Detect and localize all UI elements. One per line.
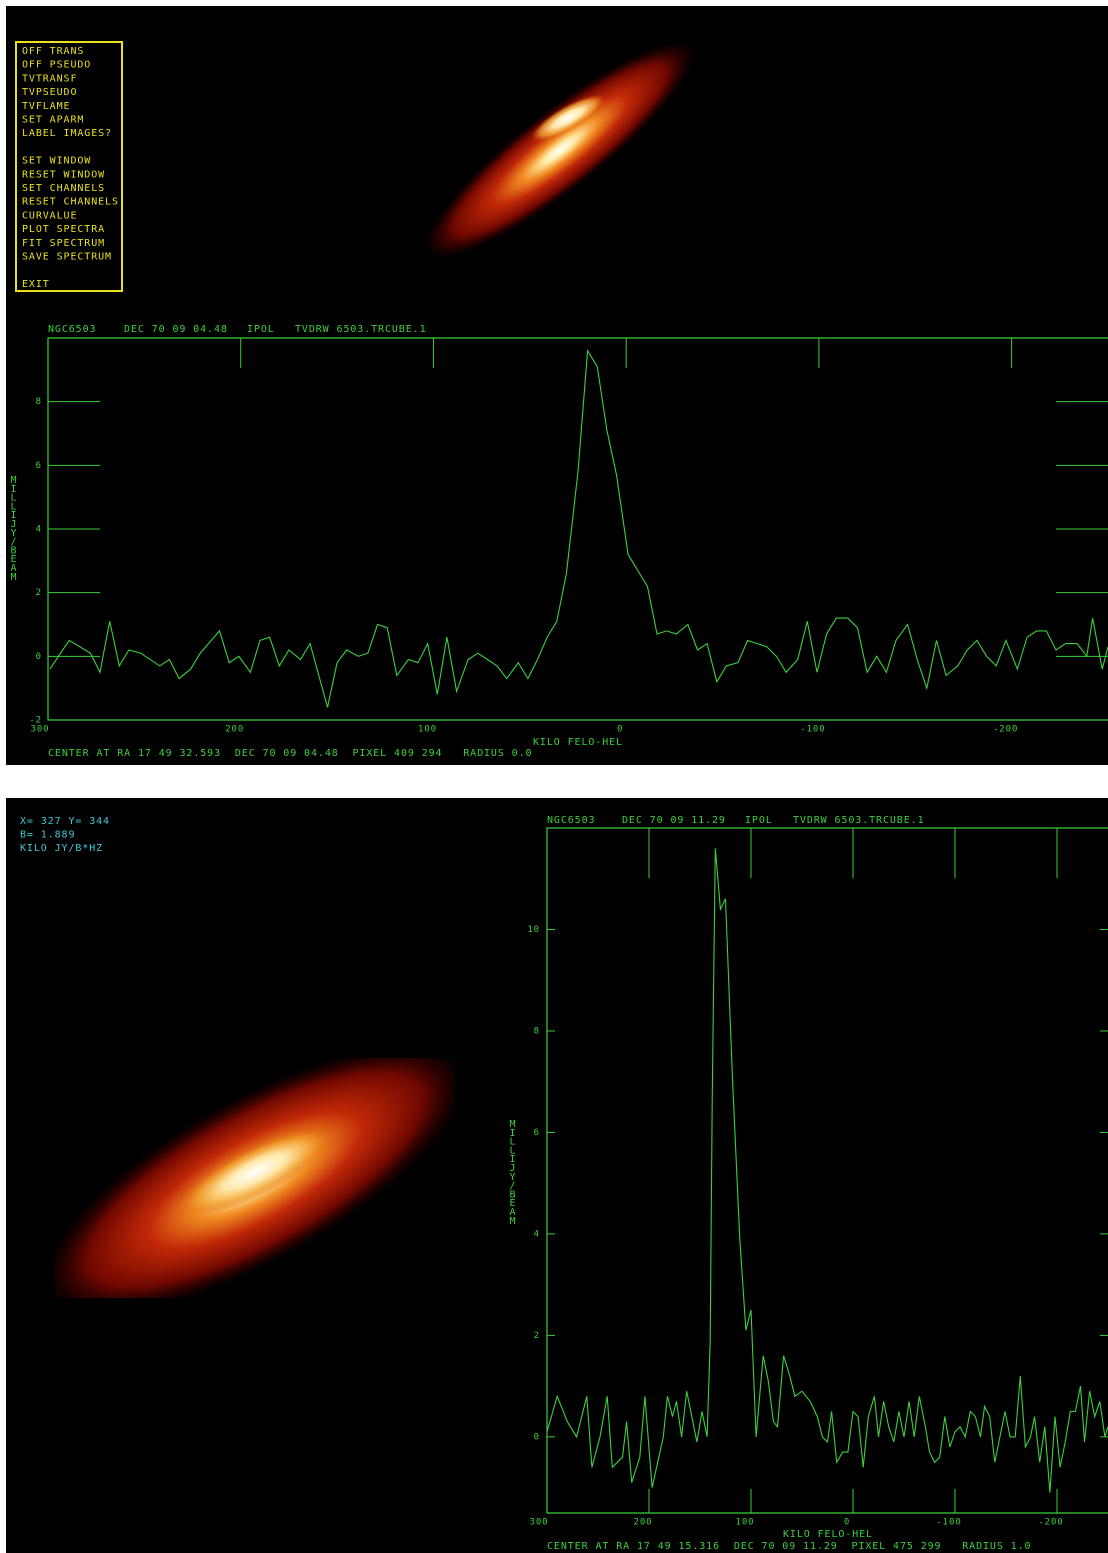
menu-item[interactable]: SET CHANNELS xyxy=(22,183,105,194)
y-tick-label: 4 xyxy=(36,525,42,535)
y-tick-label: 8 xyxy=(36,397,42,407)
x-tick-label: -200 xyxy=(993,725,1018,735)
x-tick-label: 200 xyxy=(225,725,244,735)
menu-item[interactable]: OFF TRANS xyxy=(22,46,84,57)
y-tick-label: 6 xyxy=(36,461,42,471)
cursor-readout: KILO JY/B*HZ xyxy=(20,843,103,854)
spectrum-line xyxy=(546,848,1108,1493)
y-tick-label: 0 xyxy=(534,1432,540,1442)
menu-box xyxy=(15,41,123,292)
plot-header: IPOL xyxy=(745,815,773,826)
plots: NGC6503 DEC 70 09 04.48 IPOL TVDRW 6503.TRC… xyxy=(11,324,1108,1552)
y-tick-label: 2 xyxy=(534,1331,540,1341)
plot-footer: CENTER AT RA 17 49 32.593 DEC 70 09 04.4… xyxy=(48,748,532,759)
plot-footer: CENTER AT RA 17 49 15.316 DEC 70 09 11.2… xyxy=(547,1541,1031,1552)
galaxy-image xyxy=(423,40,697,260)
x-tick-label: 300 xyxy=(530,1518,549,1528)
cursor-readout: B= 1.889 xyxy=(20,830,75,841)
plot-header: NGC6503 xyxy=(48,324,96,335)
x-tick-label: 0 xyxy=(844,1518,850,1528)
plot-frame xyxy=(546,827,1108,1514)
menu-item[interactable]: CURVALUE xyxy=(22,210,77,221)
menu-item[interactable]: LABEL IMAGES? xyxy=(22,128,112,139)
x-tick-label: 100 xyxy=(418,725,437,735)
x-tick-label: -100 xyxy=(800,725,825,735)
y-tick-label: 6 xyxy=(534,1128,540,1138)
menu-item[interactable]: SAVE SPECTRUM xyxy=(22,252,112,263)
plot-header: IPOL xyxy=(247,324,275,335)
plot-header: DEC 70 09 11.29 xyxy=(622,815,726,826)
y-axis-label: M I L L I J Y / B E A M xyxy=(11,475,18,583)
y-tick-label: 2 xyxy=(36,588,42,598)
x-tick-label: -100 xyxy=(936,1518,961,1528)
plot-header: TVDRW 6503.TRCUBE.1 xyxy=(295,324,427,335)
menu-item[interactable]: EXIT xyxy=(22,279,50,290)
plot-header: TVDRW 6503.TRCUBE.1 xyxy=(793,815,925,826)
menu-item[interactable]: SET WINDOW xyxy=(22,156,91,167)
x-axis-label: KILO FELO-HEL xyxy=(533,737,623,748)
spectrum-line xyxy=(49,348,1108,708)
y-tick-label: 4 xyxy=(534,1229,540,1239)
x-axis-label: KILO FELO-HEL xyxy=(783,1529,873,1540)
menu: OFF TRANS OFF PSEUDO TVTRANSF TVPSEUDO TVFLA… xyxy=(22,46,119,290)
x-tick-label: 100 xyxy=(736,1518,755,1528)
cursor-readout: X= 327 Y= 344 xyxy=(20,816,110,827)
menu-item[interactable]: TVTRANSF xyxy=(22,73,77,84)
y-tick-label: 8 xyxy=(534,1026,540,1036)
menu-item[interactable]: OFF PSEUDO xyxy=(22,60,91,71)
plot-header: DEC 70 09 04.48 xyxy=(124,324,228,335)
galaxy-image xyxy=(55,1058,455,1298)
x-tick-label: 300 xyxy=(31,725,50,735)
x-tick-label: 200 xyxy=(634,1518,653,1528)
y-tick-label: 10 xyxy=(527,925,540,935)
menu-item[interactable]: RESET CHANNELS xyxy=(22,197,119,208)
y-tick-label: 0 xyxy=(36,652,42,662)
menu-item[interactable]: FIT SPECTRUM xyxy=(22,238,105,249)
cursor-info: X= 327 Y= 344 B= 1.889 KILO JY/B*HZ xyxy=(20,816,110,854)
menu-item[interactable]: TVPSEUDO xyxy=(22,87,77,98)
plot-header: NGC6503 xyxy=(547,815,595,826)
y-tick-label: -2 xyxy=(29,716,42,726)
menu-item[interactable]: SET APARM xyxy=(22,115,84,126)
menu-item[interactable]: PLOT SPECTRA xyxy=(22,224,105,235)
menu-item[interactable]: RESET WINDOW xyxy=(22,169,105,180)
x-tick-label: -200 xyxy=(1038,1518,1063,1528)
menu-item[interactable]: TVFLAME xyxy=(22,101,70,112)
x-tick-label: 0 xyxy=(617,725,623,735)
y-axis-label: M I L L I J Y / B E A M xyxy=(510,1119,517,1227)
